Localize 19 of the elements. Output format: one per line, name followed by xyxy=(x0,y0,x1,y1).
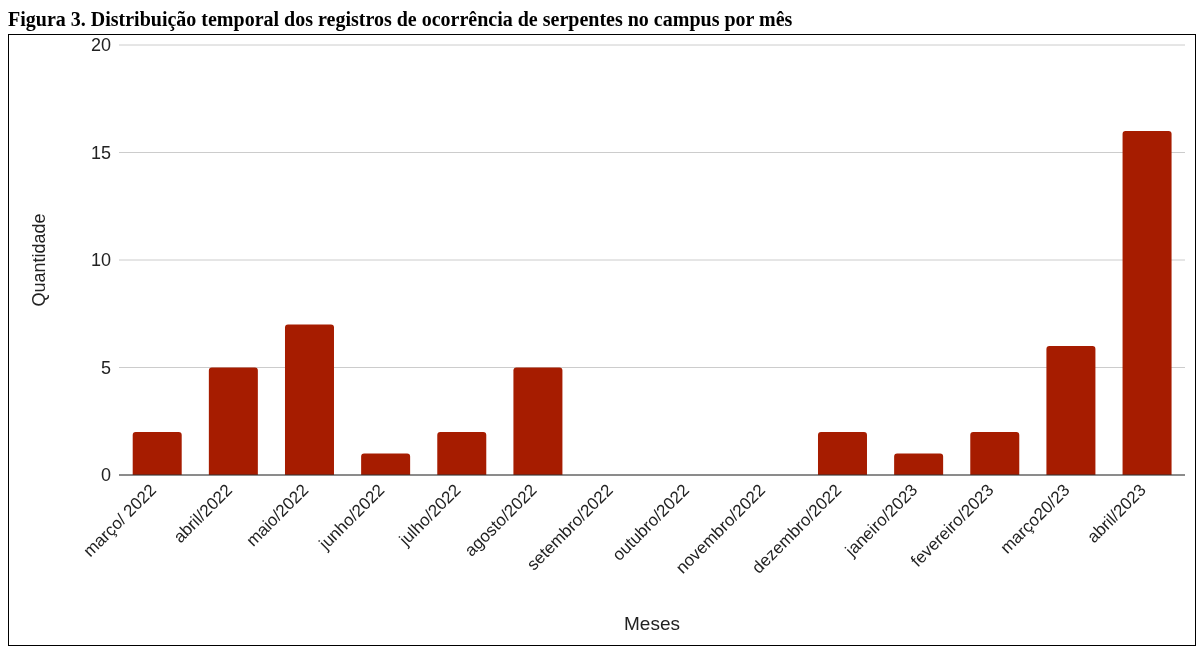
y-axis-title: Quantidade xyxy=(29,213,50,307)
chart-title: Figura 3. Distribuição temporal dos registros de ocorrência de serpentes no campus por mês xyxy=(8,8,794,33)
bar xyxy=(437,432,487,475)
bar xyxy=(361,453,411,475)
bar xyxy=(132,432,182,475)
bar xyxy=(970,432,1020,475)
y-tick-label: 15 xyxy=(90,142,111,163)
y-tick-label: 20 xyxy=(90,35,111,56)
bar xyxy=(1122,131,1172,475)
y-tick-label: 0 xyxy=(100,465,111,486)
bar xyxy=(208,367,258,475)
y-tick-label: 10 xyxy=(90,250,111,271)
bar xyxy=(284,324,334,475)
bar xyxy=(513,367,563,475)
y-tick-label: 5 xyxy=(100,357,111,378)
bar xyxy=(1046,346,1096,475)
bar xyxy=(894,453,944,475)
x-axis-title: Meses xyxy=(624,613,680,634)
bar xyxy=(817,432,867,475)
